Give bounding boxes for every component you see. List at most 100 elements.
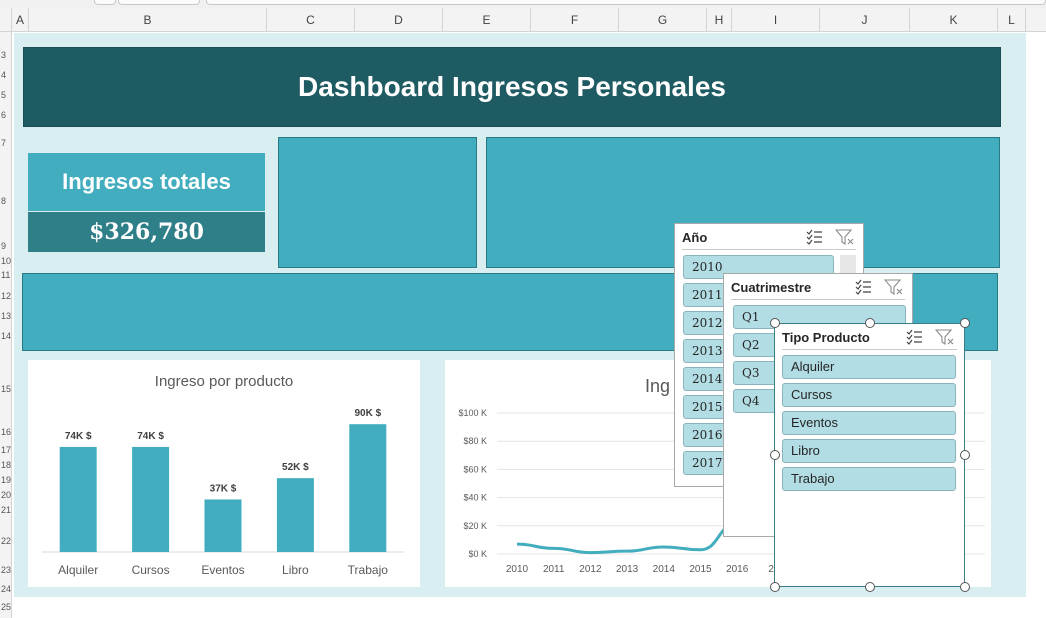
row-header[interactable]: 15 (1, 384, 12, 393)
row-header[interactable]: 19 (1, 475, 12, 484)
resize-handle[interactable] (770, 318, 780, 328)
tab-fragment[interactable] (206, 0, 1046, 5)
row-header[interactable]: 14 (1, 331, 12, 340)
row-header[interactable]: 25 (1, 602, 12, 611)
column-header-c[interactable]: C (267, 8, 355, 32)
slicer-product[interactable]: Tipo Producto Alquiler Cursos Eventos Li… (774, 323, 965, 587)
slicer-year-title: Año (682, 230, 708, 245)
kpi-label: Ingresos totales (62, 169, 231, 194)
resize-handle[interactable] (960, 582, 970, 592)
row-header[interactable]: 22 (1, 536, 12, 545)
sheet-tab-strip (0, 0, 1046, 8)
row-header[interactable]: 18 (1, 460, 12, 469)
series-line (516, 521, 738, 555)
x-tick-label: Eventos (201, 563, 244, 577)
resize-handle[interactable] (960, 450, 970, 460)
row-header[interactable]: 24 (1, 584, 12, 593)
tab-fragment[interactable] (94, 0, 116, 5)
multi-select-icon[interactable] (805, 228, 823, 246)
slicer-product-title: Tipo Producto (782, 330, 870, 345)
row-header[interactable]: 21 (1, 505, 12, 514)
bar (59, 446, 97, 552)
column-header-h[interactable]: H (707, 8, 732, 32)
row-header[interactable]: 7 (1, 138, 7, 147)
row-header[interactable]: 11 (1, 270, 11, 279)
bar-data-label: 52K $ (282, 462, 309, 473)
y-tick-label: $100 K (458, 408, 487, 418)
row-header[interactable]: 17 (1, 445, 12, 454)
slicer-quarter-title: Cuatrimestre (731, 280, 812, 295)
column-header-l[interactable]: L (998, 8, 1026, 32)
x-tick-label: Cursos (132, 563, 170, 577)
x-tick-label: 2014 (653, 564, 676, 575)
clear-filter-icon[interactable] (835, 228, 855, 246)
bar-chart-card[interactable]: Ingreso por producto 74K $ Alquiler 74K $ C… (28, 360, 420, 587)
line-chart-title: Ing (645, 376, 671, 396)
kpi-value-box[interactable]: $326,780 (28, 212, 265, 252)
dashboard-title: Dashboard Ingresos Personales (298, 71, 726, 102)
row-header[interactable]: 13 (1, 311, 12, 320)
slicer-divider (782, 349, 957, 350)
clear-filter-icon[interactable] (935, 328, 955, 346)
bar (204, 499, 242, 552)
column-header-e[interactable]: E (443, 8, 531, 32)
bar (349, 424, 387, 552)
x-tick-label: 2016 (726, 564, 749, 575)
bar (276, 478, 314, 552)
y-tick-label: $60 K (463, 464, 487, 474)
resize-handle[interactable] (770, 450, 780, 460)
resize-handle[interactable] (960, 318, 970, 328)
y-tick-label: $80 K (463, 436, 487, 446)
resize-handle[interactable] (770, 582, 780, 592)
row-header[interactable]: 5 (1, 90, 7, 99)
tab-fragment[interactable] (118, 0, 200, 5)
column-header-f[interactable]: F (531, 8, 619, 32)
slicer-product-item[interactable]: Eventos (782, 411, 956, 435)
x-tick-label: 2012 (579, 564, 602, 575)
row-header[interactable]: 4 (1, 70, 7, 79)
multi-select-icon[interactable] (854, 278, 872, 296)
row-header[interactable]: 3 (1, 50, 7, 59)
slicer-product-item[interactable]: Libro (782, 439, 956, 463)
y-tick-label: $0 K (468, 549, 487, 559)
slicer-divider (731, 299, 905, 300)
empty-panel-small[interactable] (278, 137, 477, 268)
clear-filter-icon[interactable] (884, 278, 904, 296)
row-header[interactable]: 23 (1, 565, 12, 574)
slicer-product-item[interactable]: Alquiler (782, 355, 956, 379)
row-header[interactable]: 16 (1, 427, 12, 436)
slicer-divider (682, 249, 856, 250)
row-header[interactable]: 10 (1, 256, 12, 265)
resize-handle[interactable] (865, 582, 875, 592)
row-header-bar: 3 4 5 6 7 8 9 10 11 12 13 14 15 16 17 18… (0, 32, 12, 618)
slicer-scrollbar[interactable] (840, 255, 856, 277)
x-tick-label: Trabajo (348, 563, 389, 577)
column-header-a[interactable]: A (12, 8, 29, 32)
column-header-i[interactable]: I (732, 8, 820, 32)
row-header[interactable]: 8 (1, 196, 7, 205)
bar-data-label: 74K $ (137, 431, 164, 442)
bar-data-label: 90K $ (354, 408, 381, 419)
select-all-corner[interactable] (0, 8, 12, 32)
column-header-k[interactable]: K (910, 8, 998, 32)
kpi-value: $326,780 (89, 219, 204, 245)
row-header[interactable]: 12 (1, 291, 12, 300)
kpi-label-box[interactable]: Ingresos totales (28, 153, 265, 211)
slicer-product-item[interactable]: Cursos (782, 383, 956, 407)
dashboard-title-banner[interactable]: Dashboard Ingresos Personales (23, 47, 1001, 127)
column-header-j[interactable]: J (820, 8, 910, 32)
row-header[interactable]: 20 (1, 490, 12, 499)
x-tick-label: 2013 (616, 564, 639, 575)
multi-select-icon[interactable] (905, 328, 923, 346)
x-tick-label: Alquiler (58, 563, 98, 577)
column-header-d[interactable]: D (355, 8, 443, 32)
row-header[interactable]: 6 (1, 110, 7, 119)
x-tick-label: 2010 (506, 564, 529, 575)
bar-chart-title: Ingreso por producto (154, 373, 294, 390)
resize-handle[interactable] (865, 318, 875, 328)
column-header-b[interactable]: B (29, 8, 267, 32)
slicer-product-item[interactable]: Trabajo (782, 467, 956, 491)
column-header-g[interactable]: G (619, 8, 707, 32)
row-header[interactable]: 9 (1, 241, 7, 250)
